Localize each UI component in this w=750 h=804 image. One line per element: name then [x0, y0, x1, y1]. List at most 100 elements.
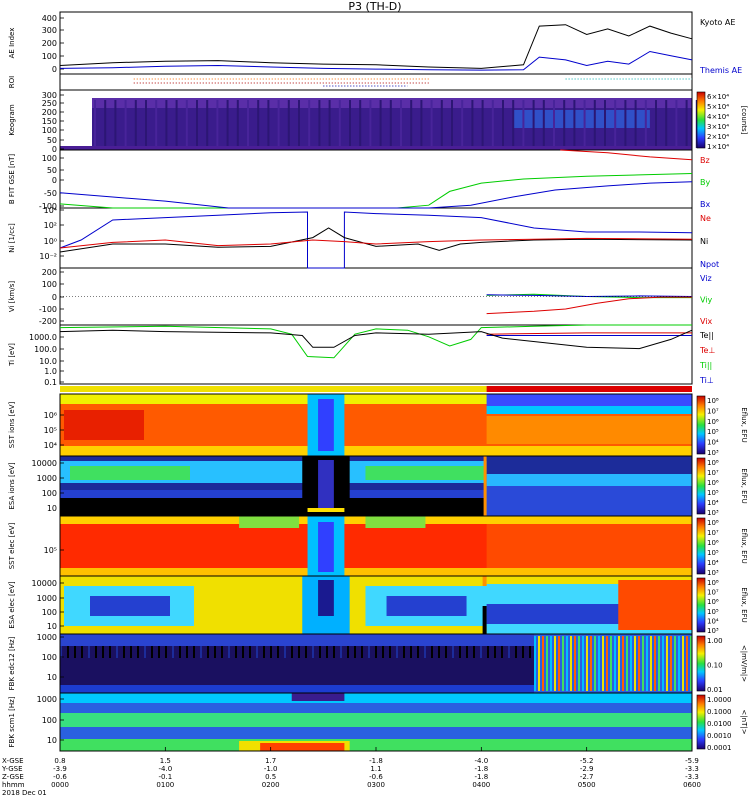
temperature-legend-item: Te|| [699, 331, 714, 340]
ephemeris-value: -5.2 [580, 757, 594, 765]
ephemeris-value: -4.0 [158, 765, 172, 773]
esa_elec-colorbar-label: Eflux, EFU [740, 587, 748, 622]
velocity-ytick-label: -200 [39, 317, 57, 326]
esa_elec-colorbar [696, 577, 706, 633]
velocity-ytick-label: 200 [42, 268, 57, 277]
esa_elec-spectrogram [60, 576, 692, 634]
esa_elec-colorbar-tick: 10⁴ [707, 617, 719, 625]
velocity-legend-item: Viz [700, 274, 712, 283]
esa_ion-colorbar-tick: 10⁶ [707, 479, 719, 487]
bfield-legend-item: Bx [700, 200, 710, 209]
ae-ytick-label: 200 [42, 39, 57, 48]
ephemeris-value: -0.6 [369, 773, 383, 781]
temperature-ytick-label: 1000.0 [29, 333, 57, 342]
density-legend-item: Npot [700, 260, 719, 269]
temperature-ytick-label: 0.1 [44, 378, 57, 387]
bfield-series-bz [560, 149, 693, 161]
ephemeris-value: -0.1 [158, 773, 172, 781]
temperature-ytick-label: 1.0 [44, 367, 57, 376]
ephemeris-value: -3.9 [53, 765, 67, 773]
bfield-ytick-label: 50 [47, 166, 57, 175]
fbk_b-ytick-label: 1000 [37, 695, 57, 704]
ephemeris-value: 0.5 [265, 773, 276, 781]
temperature-series-te [486, 332, 692, 335]
fbk_b-colorbar-tick: 0.0010 [707, 732, 732, 740]
keogram-colorbar-tick: 2×10⁴ [707, 133, 729, 141]
temperature-ytick-label: 100.0 [34, 345, 57, 354]
ephemeris-value: -4.0 [474, 757, 488, 765]
sst_ion-spectrogram [60, 394, 692, 456]
sst_ion-colorbar-tick: 10⁴ [707, 439, 719, 447]
sst_elec-ylabel: SST elec [eV] [8, 522, 16, 569]
velocity-legend-item: Vix [700, 317, 713, 326]
fbk_e-ytick-label: 100 [42, 653, 57, 662]
sst_elec-colorbar [696, 517, 706, 575]
fbk_b-colorbar-tick: 0.1000 [707, 708, 732, 716]
keogram-ytick-label: 150 [42, 117, 57, 126]
esa_ion-colorbar-tick: 10⁸ [707, 459, 719, 467]
bfield-series-bx [59, 181, 693, 209]
temperature-series-ti [59, 324, 692, 359]
keogram-colorbar-tick: 3×10⁴ [707, 123, 729, 131]
esa_ion-colorbar-tick: 10³ [707, 509, 719, 517]
ephemeris-value: -2.7 [580, 773, 594, 781]
bfield-legend-item: By [700, 178, 710, 187]
ephemeris-value: -1.8 [474, 773, 488, 781]
ephemeris-row-label: X-GSE [2, 757, 24, 765]
esa_ion-ylabel: ESA ions [eV] [8, 462, 16, 509]
fbk_e-colorbar-label: <|mV/m|> [740, 645, 748, 682]
keogram-ylabel: Keogram [8, 104, 16, 135]
keogram-colorbar-tick: 1×10⁴ [707, 143, 729, 151]
esa_ion-ytick-label: 1000 [37, 474, 57, 483]
esa_ion-colorbar-tick: 10⁷ [707, 469, 719, 477]
bfield-ytick-label: 0 [52, 176, 57, 185]
sst_elec-colorbar-tick: 10⁵ [707, 549, 719, 557]
velocity-ytick-label: -100 [39, 305, 57, 314]
esa_elec-colorbar-tick: 10⁷ [707, 589, 719, 597]
keogram-colorbar-tick: 5×10⁴ [707, 103, 729, 111]
density-legend-item: Ne [700, 214, 711, 223]
esa_ion-colorbar-tick: 10⁴ [707, 499, 719, 507]
sst_elec-spectrogram [60, 516, 692, 576]
ae-ylabel: AE Index [8, 28, 16, 59]
mode-bar-fast [486, 386, 692, 392]
density-series-ni [59, 227, 693, 253]
sst_ion-colorbar-tick: 10⁸ [707, 397, 719, 405]
sst_ion-colorbar-tick: 10⁵ [707, 428, 719, 436]
fbk_e-colorbar-tick: 1.00 [707, 637, 723, 645]
bfield-ytick-label: -100 [39, 202, 57, 211]
esa_ion-colorbar-label: Eflux, EFU [740, 468, 748, 503]
density-ytick-label: 10² [44, 221, 57, 230]
fbk_b-colorbar-label: <|nT|> [740, 709, 748, 734]
ae-legend-item: Kyoto AE [700, 18, 735, 27]
esa_ion-spectrogram [60, 456, 692, 516]
density-series-npot [59, 211, 693, 269]
keogram-colorbar-tick: 6×10⁴ [707, 93, 729, 101]
time-tick-label: 0100 [156, 781, 174, 789]
ae-legend-item: Themis AE [699, 66, 742, 75]
keogram-ytick-label: 100 [42, 126, 57, 135]
time-tick-label: 0600 [683, 781, 701, 789]
ae-series-themisae [59, 50, 693, 71]
esa_ion-ytick-label: 10000 [32, 459, 57, 468]
fbk_b-colorbar-tick: 1.0000 [707, 696, 732, 704]
keogram-ytick-label: 300 [42, 91, 57, 100]
fbk_e-colorbar [696, 635, 706, 692]
keogram-colorbar-label: [counts] [740, 106, 748, 135]
ae-ytick-label: 0 [52, 65, 57, 74]
temperature-ylabel: Ti [eV] [8, 343, 16, 367]
ephemeris-value: -2.9 [580, 765, 594, 773]
ephemeris-value: -1.0 [264, 765, 278, 773]
bfield-ytick-label: -50 [44, 189, 57, 198]
temperature-ytick-label: 10.0 [39, 357, 57, 366]
sst_ion-ytick-label: 10⁵ [44, 426, 57, 435]
time-tick-label: 0400 [472, 781, 490, 789]
fbk_e-ylabel: FBK edc12 [Hz] [8, 636, 16, 690]
esa_elec-ytick-label: 10 [47, 622, 57, 631]
ae-ytick-label: 100 [42, 52, 57, 61]
fbk_e-colorbar-tick: 0.01 [707, 686, 723, 694]
esa_elec-colorbar-tick: 10³ [707, 627, 719, 635]
ephemeris-value: -0.6 [53, 773, 67, 781]
velocity-series-vix [486, 296, 692, 315]
temperature-frame [59, 324, 693, 385]
